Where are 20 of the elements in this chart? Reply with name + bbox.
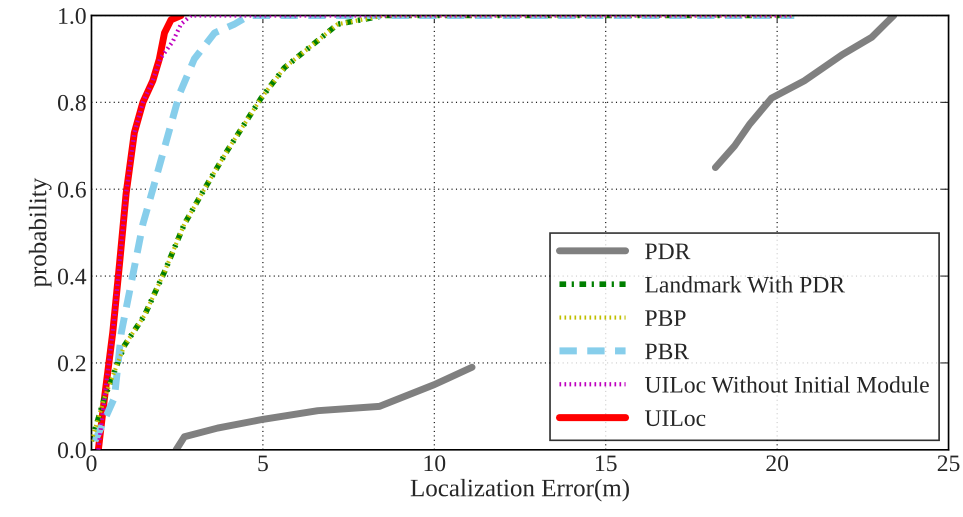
legend-label: UILoc [644,410,706,426]
y-axis-title: probability [28,178,52,288]
x-tick-label: 10 [424,455,446,472]
y-tick-label: 0.0 [58,442,86,458]
legend-label: Landmark With PDR [645,276,846,293]
x-axis-title: Localization Error(m) [410,478,629,502]
legend-label: PDR [645,244,690,260]
y-tick-label: 0.2 [58,355,86,372]
x-tick-label: 25 [938,455,960,472]
y-tick-label: 0.6 [58,182,86,198]
x-tick-label: 15 [596,455,617,472]
x-tick-label: 5 [258,456,268,472]
legend-label: PBR [645,344,690,360]
y-tick-label: 0.4 [58,268,86,285]
y-tick-label: 0.8 [58,94,86,111]
y-tick-label: 1.0 [59,8,86,24]
x-tick-label: 20 [766,455,788,472]
legend-label: UILoc Without Initial Module [644,376,929,393]
legend-label: PBP [645,310,686,326]
x-tick-label: 0 [86,455,96,472]
